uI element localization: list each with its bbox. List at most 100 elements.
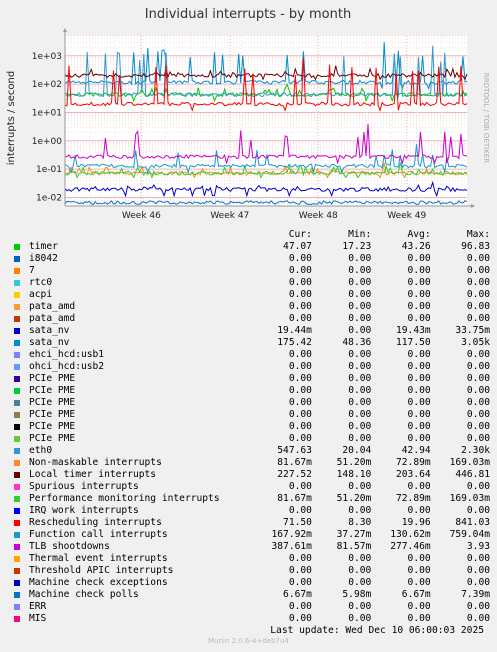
legend-min-value: 51.20m — [336, 457, 372, 468]
legend-row: ehci_hcd:usb1 0.00 0.00 0.00 0.00 — [12, 349, 490, 361]
legend-min-value: 0.00 — [348, 349, 372, 360]
legend-row: pata_amd 0.00 0.00 0.00 0.00 — [12, 313, 490, 325]
legend-series-name: sata_nv — [29, 337, 70, 348]
legend-max-value: 0.00 — [466, 301, 491, 312]
legend-cur-value: 0.00 — [288, 421, 312, 432]
x-tick-label: Week 47 — [210, 211, 249, 221]
series-line — [64, 180, 468, 198]
legend-avg-value: 0.00 — [407, 577, 431, 588]
legend-series-name: TLB shootdowns — [29, 541, 110, 552]
series-line — [64, 200, 468, 206]
legend-avg-value: 0.00 — [407, 481, 431, 492]
legend-avg-value: 0.00 — [407, 289, 431, 300]
legend-cur-value: 0.00 — [288, 481, 312, 492]
legend-row: timer 47.07 17.23 43.26 96.83 — [12, 241, 490, 253]
legend-table: Cur: Min: Avg: Max: timer 47.07 17.23 43.26… — [12, 229, 490, 625]
legend-series-name: Local timer interrupts — [29, 469, 157, 480]
legend-series-name: sata_nv — [29, 325, 70, 336]
legend-avg-value: 0.00 — [407, 361, 431, 372]
legend-cur-value: 0.00 — [288, 433, 312, 444]
legend-swatch — [14, 424, 20, 430]
legend-series-name: timer — [29, 241, 58, 252]
legend-min-value: 0.00 — [348, 433, 372, 444]
legend-row: eth0 547.63 20.04 42.94 2.30k — [12, 445, 490, 457]
legend-max-value: 33.75m — [455, 325, 491, 336]
legend-row: ohci_hcd:usb2 0.00 0.00 0.00 0.00 — [12, 361, 490, 373]
legend-min-value: 0.00 — [348, 361, 372, 372]
legend-swatch — [14, 544, 20, 550]
legend-row: Spurious interrupts 0.00 0.00 0.00 0.00 — [12, 481, 490, 493]
legend-avg-value: 0.00 — [407, 613, 431, 624]
legend-row: i8042 0.00 0.00 0.00 0.00 — [12, 253, 490, 265]
legend-swatch — [14, 364, 20, 370]
legend-cur-value: 81.67m — [277, 457, 312, 468]
last-update: Last update: Wed Dec 10 06:00:03 2025 — [270, 625, 484, 636]
legend-row: Threshold APIC interrupts 0.00 0.00 0.00 0.0… — [12, 565, 490, 577]
legend-cur-value: 6.67m — [283, 589, 312, 600]
legend-min-value: 0.00 — [348, 553, 372, 564]
legend-avg-value: 0.00 — [407, 433, 431, 444]
legend-max-value: 0.00 — [466, 481, 491, 492]
legend-avg-value: 117.50 — [396, 337, 431, 348]
legend-avg-value: 0.00 — [407, 601, 431, 612]
series-line — [64, 57, 468, 112]
legend-series-name: pata_amd — [29, 313, 76, 324]
legend-cur-value: 0.00 — [288, 289, 312, 300]
legend-swatch — [14, 436, 20, 442]
y-axis-arrow — [63, 28, 67, 32]
legend-avg-value: 0.00 — [407, 385, 431, 396]
x-tick-label: Week 48 — [299, 211, 338, 221]
legend-series-name: acpi — [29, 289, 53, 300]
legend-cur-value: 0.00 — [288, 397, 312, 408]
legend-series-name: Threshold APIC interrupts — [29, 565, 174, 576]
y-tick-label: 1e+01 — [32, 108, 62, 118]
legend-row: 7 0.00 0.00 0.00 0.00 — [12, 265, 490, 277]
legend-cur-value: 47.07 — [283, 241, 312, 252]
legend-swatch — [14, 568, 20, 574]
legend-avg-value: 6.67m — [401, 589, 431, 600]
legend-min-value: 5.98m — [342, 589, 372, 600]
legend-avg-value: 277.46m — [390, 541, 431, 552]
legend-cur-value: 19.44m — [277, 325, 312, 336]
legend-series-name: Spurious interrupts — [29, 481, 139, 492]
legend-avg-value: 0.00 — [407, 265, 431, 276]
legend-max-value: 0.00 — [466, 253, 491, 264]
legend-series-name: ERR — [29, 601, 47, 612]
legend-row: acpi 0.00 0.00 0.00 0.00 — [12, 289, 490, 301]
legend-max-value: 169.03m — [449, 457, 491, 468]
legend-row: PCIe PME 0.00 0.00 0.00 0.00 — [12, 385, 490, 397]
legend-series-name: ehci_hcd:usb1 — [29, 349, 105, 360]
legend-min-value: 0.00 — [348, 505, 372, 516]
legend-series-name: Machine check polls — [29, 589, 139, 600]
legend-cur-value: 0.00 — [288, 505, 312, 516]
legend-swatch — [14, 592, 20, 598]
legend-max-value: 3.93 — [466, 541, 491, 552]
legend-max-value: 169.03m — [449, 493, 491, 504]
legend-swatch — [14, 532, 20, 538]
legend-cur-value: 175.42 — [277, 337, 312, 348]
legend-cur-value: 0.00 — [288, 253, 312, 264]
legend-series-name: PCIe PME — [29, 409, 76, 420]
legend-series-name: IRQ work interrupts — [29, 505, 139, 516]
legend-series-name: Thermal event interrupts — [29, 553, 168, 564]
y-tick-label: 1e+02 — [32, 80, 62, 90]
legend-swatch — [14, 304, 20, 310]
legend-max-value: 7.39m — [461, 589, 491, 600]
legend-swatch — [14, 460, 20, 466]
legend-swatch — [14, 496, 20, 502]
legend-row: Performance monitoring interrupts 81.67m 5… — [12, 493, 490, 505]
side-watermark: RRDTOOL / TOBI OETIKER — [482, 73, 490, 163]
legend-row: Thermal event interrupts 0.00 0.00 0.00 0.00 — [12, 553, 490, 565]
legend-swatch — [14, 616, 20, 622]
legend-series-name: 7 — [29, 265, 35, 276]
legend-min-value: 0.00 — [348, 277, 372, 288]
legend-max-value: 0.00 — [466, 397, 491, 408]
legend-max-value: 759.04m — [449, 529, 491, 540]
legend-cur-value: 0.00 — [288, 565, 312, 576]
series-line — [64, 162, 468, 179]
legend-min-value: 81.57m — [336, 541, 372, 552]
legend-avg-value: 203.64 — [396, 469, 431, 480]
legend-cur-value: 0.00 — [288, 265, 312, 276]
legend-cur-value: 0.00 — [288, 301, 312, 312]
legend-avg-value: 0.00 — [407, 409, 431, 420]
